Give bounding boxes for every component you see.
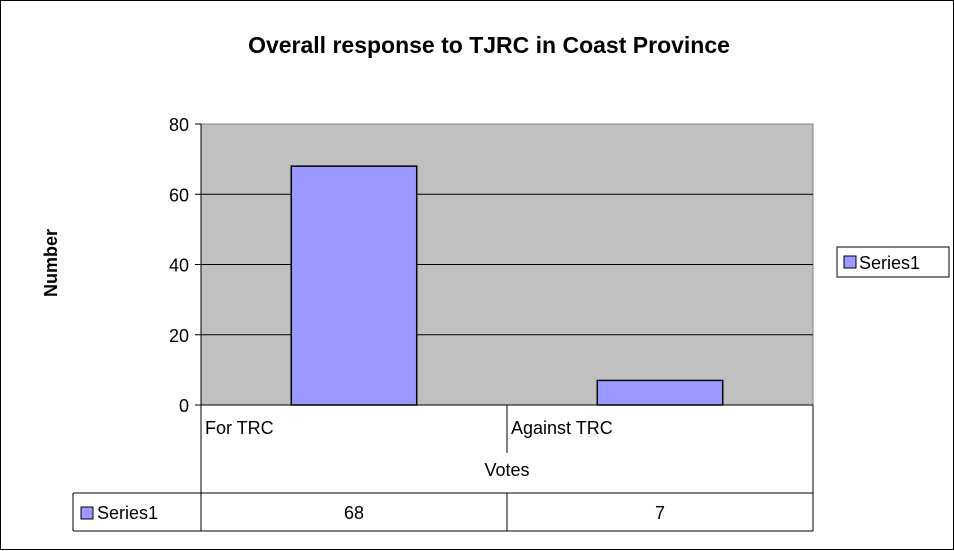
legend-label-series1: Series1 bbox=[859, 253, 920, 273]
bar-against-trc bbox=[596, 379, 724, 406]
table-row-label: Series1 bbox=[97, 503, 158, 523]
y-tick-label-3: 60 bbox=[169, 185, 189, 205]
legend-key-series1 bbox=[843, 255, 857, 269]
data-table-values: 68 7 bbox=[344, 503, 665, 523]
category-labels: For TRC Against TRC bbox=[205, 418, 613, 438]
table-value-1: 7 bbox=[655, 503, 665, 523]
y-tick-label-0: 0 bbox=[179, 396, 189, 416]
x-axis-label: Votes bbox=[484, 460, 529, 480]
table-value-0: 68 bbox=[344, 503, 364, 523]
data-table-grid bbox=[72, 405, 814, 532]
bars bbox=[290, 165, 724, 406]
chart-title: Overall response to TJRC in Coast Provin… bbox=[248, 32, 730, 58]
bar-for-trc bbox=[290, 165, 418, 406]
y-tick-label-1: 20 bbox=[169, 326, 189, 346]
y-tick-label-2: 40 bbox=[169, 256, 189, 276]
category-label-0: For TRC bbox=[205, 418, 274, 438]
category-label-1: Against TRC bbox=[511, 418, 613, 438]
table-legend-key bbox=[80, 506, 94, 520]
y-axis-label: Number bbox=[41, 229, 61, 297]
y-tick-label-4: 80 bbox=[169, 115, 189, 135]
